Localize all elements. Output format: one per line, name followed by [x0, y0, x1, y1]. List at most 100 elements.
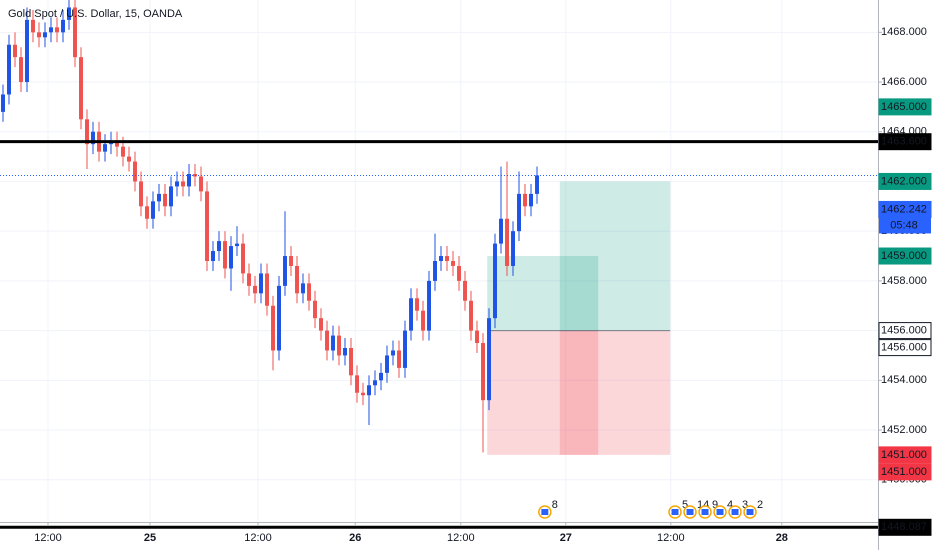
candle-body — [25, 19, 29, 83]
x-tick-label: 12:00 — [244, 532, 272, 544]
event-count: 9 — [712, 499, 718, 511]
price-label: 1456.000 — [881, 325, 927, 337]
candle-body — [499, 218, 503, 244]
candle-body — [385, 355, 389, 373]
candle-body — [205, 191, 209, 261]
price-label: 1451.000 — [881, 466, 927, 478]
price-label-box — [878, 463, 932, 481]
x-tick-label: 28 — [776, 532, 788, 544]
candle-body — [181, 181, 185, 187]
y-tick-label: 1466.000 — [881, 76, 927, 88]
candle-body — [229, 246, 233, 269]
candle-body — [361, 392, 365, 396]
candle-body — [391, 350, 395, 356]
candle-body — [421, 310, 425, 331]
candle-body — [397, 350, 401, 368]
price-label: 1465.000 — [881, 101, 927, 113]
candle-body — [427, 280, 431, 331]
x-tick-label: 26 — [349, 532, 361, 544]
candle-body — [469, 300, 473, 331]
position-tools — [487, 181, 671, 455]
candle-body — [415, 298, 419, 311]
candle-body — [85, 119, 89, 145]
y-tick-label: 1458.000 — [881, 275, 927, 287]
candle-body — [211, 251, 215, 261]
candle-body — [457, 265, 461, 281]
candle-body — [49, 27, 53, 33]
event-count: 8 — [552, 499, 558, 511]
candle-body — [319, 318, 323, 331]
y-tick-label: 1452.000 — [881, 424, 927, 436]
candle-body — [175, 181, 179, 187]
candle-body — [295, 265, 299, 294]
profit-zone — [487, 256, 599, 331]
candle-body — [1, 94, 5, 112]
event-flag — [701, 509, 709, 515]
candle-body — [481, 343, 485, 401]
price-label-box — [878, 446, 932, 464]
candle-body — [451, 261, 455, 266]
overlay: 8 5 14 9 4 3 2 — [0, 140, 878, 529]
candle-body — [313, 300, 317, 319]
candles — [1, 0, 539, 453]
candle-body — [55, 27, 59, 33]
candle-body — [61, 19, 65, 33]
price-label-box — [878, 322, 932, 340]
candle-body — [199, 176, 203, 192]
x-tick-label: 12:00 — [447, 532, 475, 544]
candle-body — [67, 7, 71, 20]
candle-body — [493, 243, 497, 319]
y-tick-label: 1468.000 — [881, 26, 927, 38]
candle-body — [463, 280, 467, 301]
candle-body — [103, 144, 107, 152]
candle-body — [529, 193, 533, 207]
countdown-box — [879, 217, 931, 234]
price-label: 1463.600 — [881, 136, 927, 148]
candle-body — [535, 175, 539, 194]
candle-body — [187, 174, 191, 187]
event-flag — [686, 509, 694, 515]
candle-body — [349, 348, 353, 376]
candle-body — [523, 193, 527, 207]
candle-body — [301, 283, 305, 294]
event-flag — [541, 509, 549, 515]
event-count: 2 — [757, 499, 763, 511]
candle-body — [157, 193, 161, 202]
event-flag — [746, 509, 754, 515]
price-axis: 1450.0001452.0001454.0001456.0001458.000… — [878, 26, 932, 536]
candle-body — [259, 273, 263, 294]
candle-body — [445, 256, 449, 261]
candle-body — [43, 32, 47, 38]
price-label-box — [878, 247, 932, 265]
price-label-box — [878, 133, 932, 151]
candle-body — [121, 146, 125, 157]
candle-body — [265, 273, 269, 306]
event-count: 4 — [727, 499, 733, 511]
price-label-box — [878, 518, 932, 536]
y-tick-label: 1454.000 — [881, 374, 927, 386]
candle-body — [475, 330, 479, 344]
candle-body — [511, 231, 515, 266]
loss-zone — [487, 330, 599, 455]
event-count: 3 — [742, 499, 748, 511]
candle-body — [235, 243, 239, 247]
candle-body — [163, 193, 167, 207]
candle-body — [355, 375, 359, 393]
candle-body — [223, 241, 227, 269]
candle-body — [373, 380, 377, 386]
price-label-box — [878, 172, 932, 190]
event-flag — [731, 509, 739, 515]
candle-body — [289, 256, 293, 266]
candle-body — [145, 206, 149, 219]
price-label: 1456.000 — [881, 342, 927, 354]
price-label-box — [878, 98, 932, 116]
loss-zone — [559, 330, 671, 455]
candle-body — [331, 335, 335, 351]
candle-body — [379, 372, 383, 381]
candle-body — [139, 181, 143, 207]
candle-body — [19, 57, 23, 83]
chart-title: Gold Spot / U.S. Dollar, 15, OANDA — [8, 8, 183, 20]
